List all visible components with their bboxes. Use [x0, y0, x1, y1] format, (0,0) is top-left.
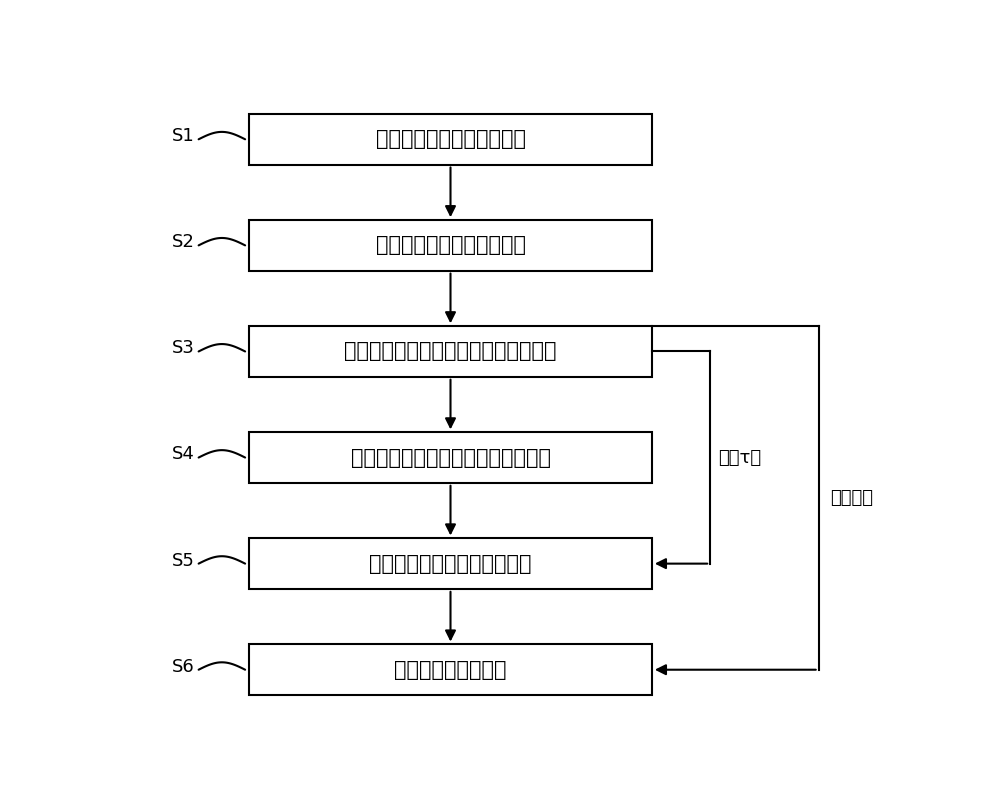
Bar — [249, 220, 652, 271]
Text: S1: S1 — [172, 127, 194, 145]
Bar — [249, 433, 652, 483]
Text: S3: S3 — [172, 340, 194, 357]
Bar — [249, 114, 652, 164]
Text: S4: S4 — [172, 445, 194, 464]
Text: 循环τ次: 循环τ次 — [718, 449, 761, 466]
Text: S2: S2 — [172, 233, 194, 252]
Text: 更新状态的近似后验概率分布: 更新状态的近似后验概率分布 — [369, 553, 532, 574]
Text: 建立工具面角系统数学模型: 建立工具面角系统数学模型 — [376, 129, 526, 149]
Text: 预测协方差矩阵的先验概率分布的参数: 预测协方差矩阵的先验概率分布的参数 — [344, 341, 557, 361]
Bar — [249, 538, 652, 589]
Text: 更新协方差矩阵的近似后验概率分布: 更新协方差矩阵的近似后验概率分布 — [351, 448, 550, 468]
Bar — [249, 326, 652, 376]
Bar — [249, 645, 652, 695]
Text: 解算工具面角估计值: 解算工具面角估计值 — [394, 660, 507, 680]
Text: S5: S5 — [172, 552, 194, 570]
Text: 时间更新: 时间更新 — [830, 489, 873, 507]
Text: S6: S6 — [172, 658, 194, 675]
Text: 给定滚动时域估计算法参数: 给定滚动时域估计算法参数 — [376, 235, 526, 256]
